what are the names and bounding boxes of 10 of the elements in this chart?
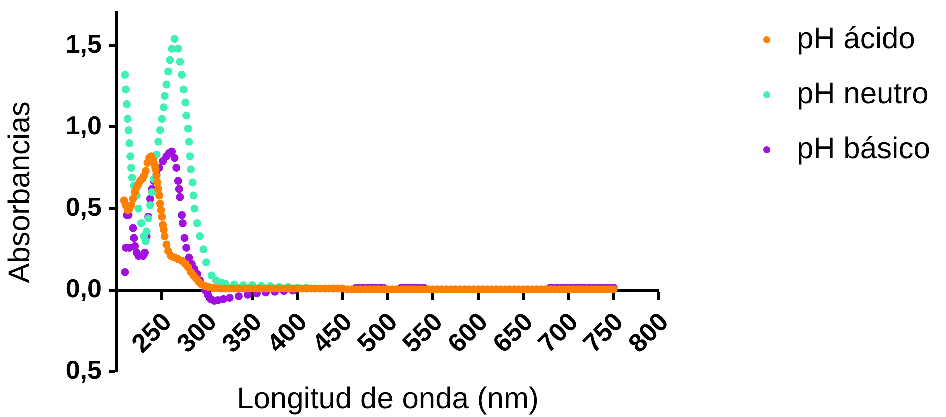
y-tick-label: 0,5 (66, 355, 102, 386)
legend-label: pH básico (797, 132, 930, 166)
legend-label: pH neutro (797, 77, 929, 110)
y-tick-label: 0,5 (66, 192, 102, 222)
y-tick-label: 1,5 (66, 28, 102, 59)
y-tick-label: 1,0 (66, 110, 102, 140)
x-axis-title: Longitud de onda (nm) (237, 382, 539, 416)
y-tick-label: 0,0 (66, 274, 102, 304)
y-axis-title: Absorbancias (3, 102, 36, 284)
legend-label: pH ácido (797, 22, 916, 56)
